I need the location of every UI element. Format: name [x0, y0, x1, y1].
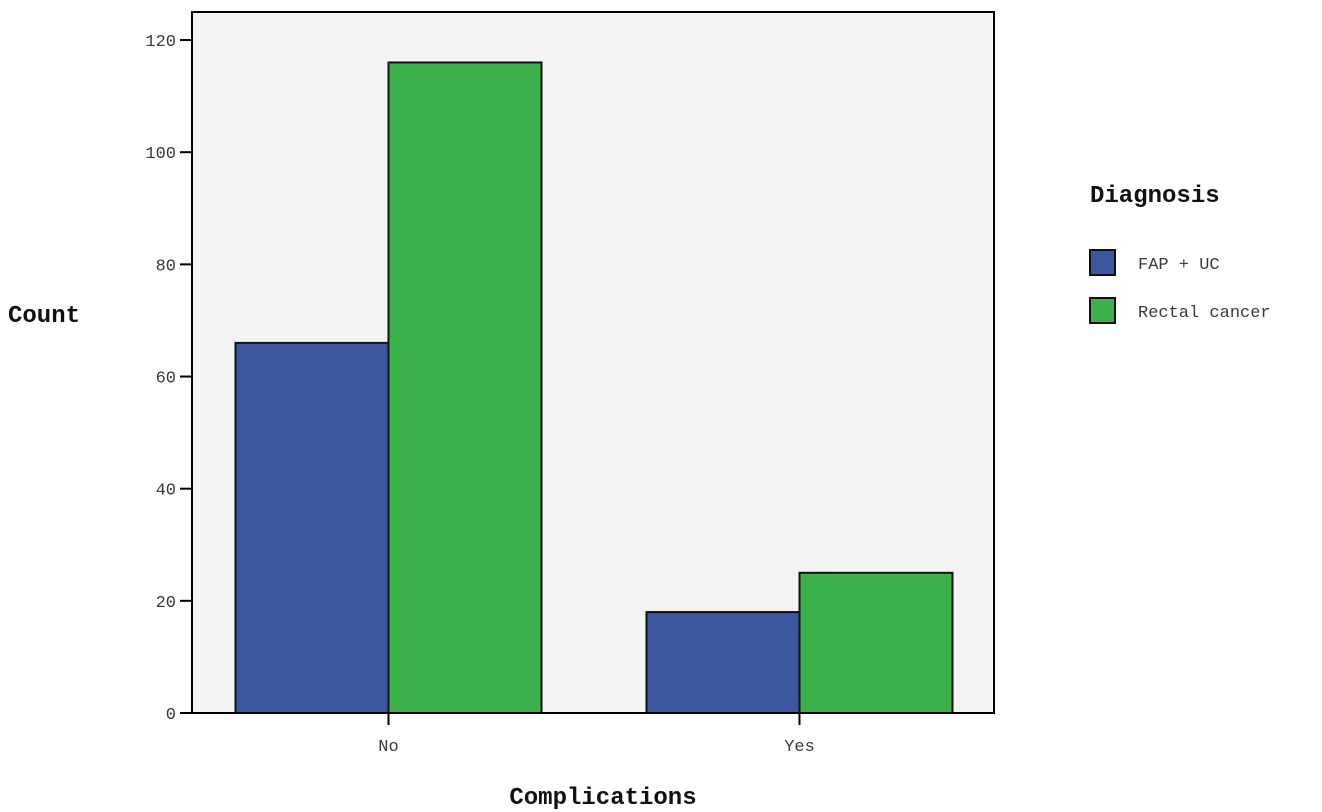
y-tick-label: 40 — [156, 482, 176, 501]
plot-frame — [191, 11, 995, 714]
legend-title: Diagnosis — [1090, 183, 1220, 210]
y-tick-label: 20 — [156, 594, 176, 613]
legend-label: Rectal cancer — [1138, 304, 1271, 323]
x-tick-label: No — [378, 738, 398, 757]
bar-rectal-cancer-no — [387, 61, 543, 715]
y-tick-label: 80 — [156, 257, 176, 276]
bar-fap-uc-yes — [645, 611, 801, 715]
y-tick-label: 60 — [156, 370, 176, 389]
legend: Diagnosis FAP + UC Rectal cancer — [1089, 183, 1271, 324]
legend-swatch-fap-uc — [1089, 249, 1116, 276]
y-axis: 0 20 40 60 80 100 120 — [145, 33, 192, 725]
x-axis-title: Complications — [509, 785, 696, 812]
bars-layer — [234, 61, 954, 715]
x-axis: No Yes — [378, 713, 815, 757]
y-axis-title: Count — [8, 303, 80, 330]
legend-swatch-rectal-cancer — [1089, 297, 1116, 324]
x-tick-label: Yes — [784, 738, 815, 757]
bar-fap-uc-no — [234, 341, 390, 714]
bar-rectal-cancer-yes — [798, 571, 954, 714]
y-tick-label: 120 — [145, 33, 176, 52]
y-tick-label: 0 — [166, 706, 176, 725]
legend-label: FAP + UC — [1138, 256, 1220, 275]
y-tick-label: 100 — [145, 145, 176, 164]
